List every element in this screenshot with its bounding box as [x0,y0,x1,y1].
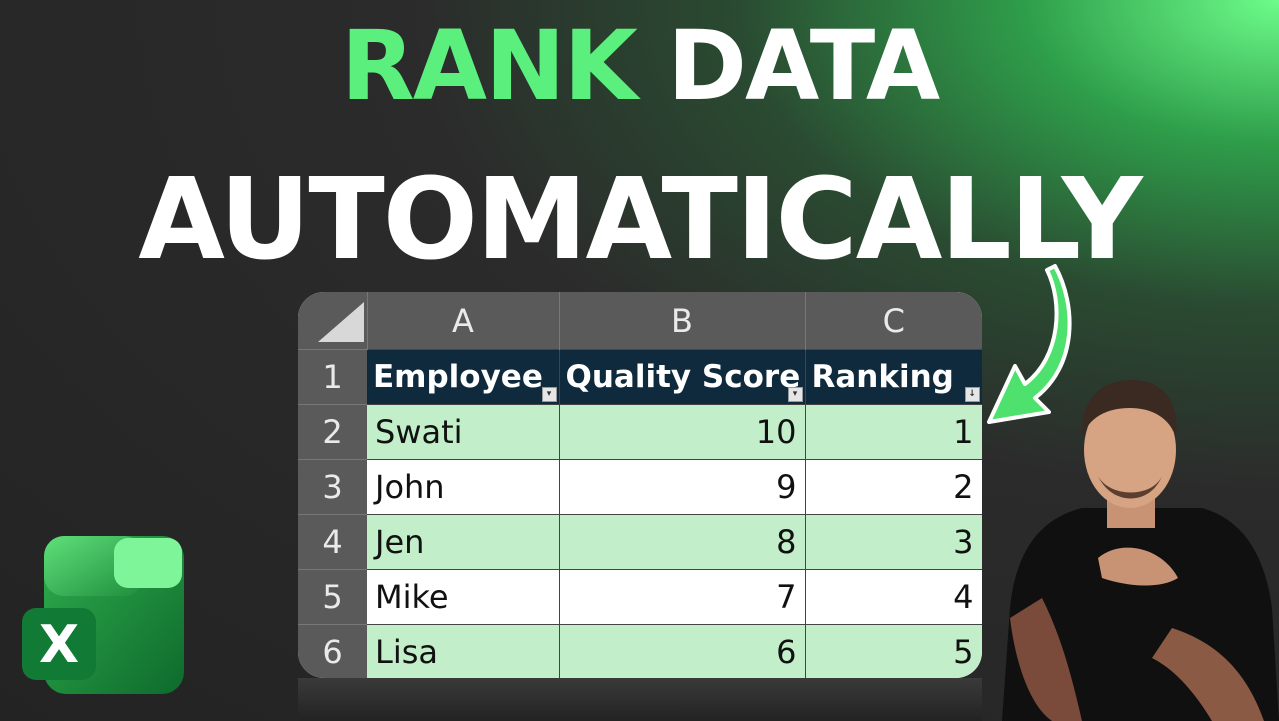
excel-logo-letter: X [39,615,79,675]
select-all-corner[interactable] [298,292,368,350]
column-header-c[interactable]: C [805,292,982,350]
cell-rank[interactable]: 1 [805,404,982,460]
title-line-1: RANK DATA [0,6,1279,126]
cell-employee[interactable]: Jen [367,514,560,570]
row-number[interactable]: 1 [298,349,367,405]
cell-score[interactable]: 7 [559,569,806,625]
cell-score[interactable]: 10 [559,404,806,460]
row-number[interactable]: 5 [298,569,367,625]
row-number[interactable]: 6 [298,624,367,678]
cell-score[interactable]: 8 [559,514,806,570]
table-row: 5 Mike 7 4 [298,569,982,625]
row-number[interactable]: 2 [298,404,367,460]
sort-filter-icon[interactable]: ↓ [964,387,980,402]
cell-employee[interactable]: Swati [367,404,560,460]
row-number[interactable]: 4 [298,514,367,570]
curved-arrow-icon [987,264,1072,424]
filter-dropdown-icon[interactable]: ▾ [787,387,803,402]
header-quality-score[interactable]: Quality Score ▾ [559,349,806,405]
excel-logo-icon: X [22,536,184,694]
title-rank: RANK [340,10,638,122]
title-data: DATA [667,10,940,122]
corner-triangle-icon [318,302,364,342]
cell-employee[interactable]: Mike [367,569,560,625]
table-header-row: 1 Employee ▾ Quality Score ▾ Ranking ↓ [298,349,982,405]
column-header-row: A B C [298,292,982,350]
table-row: 3 John 9 2 [298,459,982,515]
header-ranking[interactable]: Ranking ↓ [805,349,982,405]
row-number[interactable]: 3 [298,459,367,515]
spreadsheet: A B C 1 Employee ▾ Quality Score ▾ Ranki… [298,292,982,678]
header-employee-label: Employee [373,359,543,395]
cell-rank[interactable]: 5 [805,624,982,678]
table-reflection [298,678,982,721]
cell-employee[interactable]: John [367,459,560,515]
column-header-b[interactable]: B [559,292,806,350]
filter-dropdown-icon[interactable]: ▾ [541,387,557,402]
cell-employee[interactable]: Lisa [367,624,560,678]
cell-rank[interactable]: 3 [805,514,982,570]
cell-score[interactable]: 6 [559,624,806,678]
table-row: 2 Swati 10 1 [298,404,982,460]
title-line-2: AUTOMATICALLY [138,155,1143,285]
header-employee[interactable]: Employee ▾ [367,349,560,405]
header-quality-score-label: Quality Score [565,359,801,395]
column-header-a[interactable]: A [367,292,560,350]
table-row: 4 Jen 8 3 [298,514,982,570]
presenter-photo [1002,380,1279,721]
table-row: 6 Lisa 6 5 [298,624,982,678]
header-ranking-label: Ranking [811,359,954,395]
cell-score[interactable]: 9 [559,459,806,515]
cell-rank[interactable]: 2 [805,459,982,515]
cell-rank[interactable]: 4 [805,569,982,625]
